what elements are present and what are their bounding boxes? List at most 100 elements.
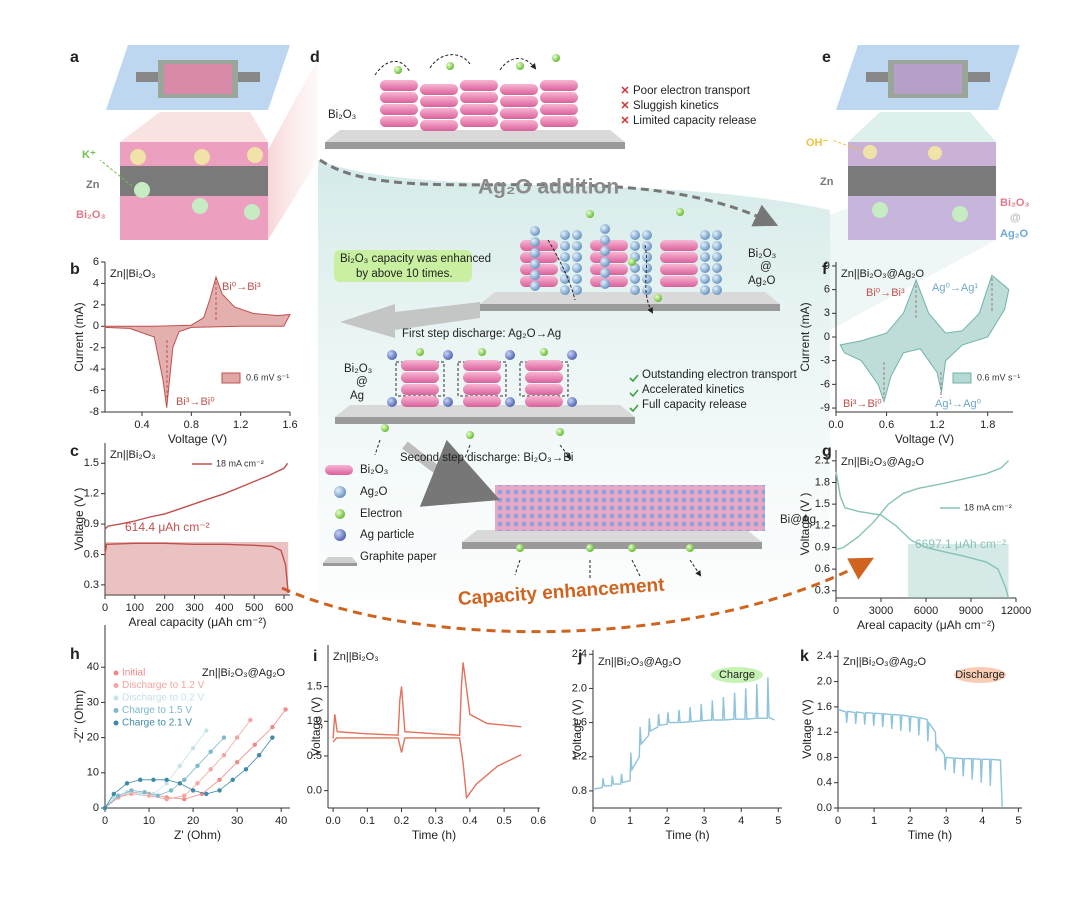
y-tick-label: 1.2: [815, 520, 830, 532]
y-tick-label: 0.0: [307, 785, 322, 797]
panel-letter: i: [313, 648, 317, 665]
x-tick-label: 3000: [869, 605, 893, 617]
x-tick-label: 4: [738, 815, 744, 827]
y-tick-label: 0: [824, 331, 830, 343]
capacity-label: 6697.1 μAh cm⁻²: [915, 537, 1006, 551]
y-tick-label: 0.6: [84, 548, 99, 560]
y-tick-label: -4: [89, 363, 99, 375]
legend-label: Discharge to 1.2 V: [122, 680, 205, 691]
arrows: [281, 86, 874, 634]
capacity-region: [104, 542, 289, 595]
x-tick-label: 0: [833, 605, 839, 617]
label: Poor electron transport: [633, 85, 751, 97]
point: [164, 777, 169, 783]
y-tick-label: 1.6: [572, 717, 587, 729]
point: [252, 742, 257, 747]
panel-letter: e: [822, 49, 831, 66]
label: Bi₂O₃: [748, 248, 777, 260]
y-tick-label: -2: [89, 342, 99, 354]
point: [243, 767, 249, 772]
chart-label: Zn||Bi₂O₃@Ag₂O: [843, 656, 927, 668]
legend-icons: [323, 465, 357, 566]
legend-label: Ag particle: [360, 529, 414, 541]
x-tick-label: 0: [590, 815, 596, 827]
y-tick-label: 2.0: [817, 676, 832, 688]
chart-label: Zn||Bi₂O₃@Ag₂O: [841, 456, 925, 468]
point: [217, 788, 222, 793]
y-tick-label: 2.4: [572, 648, 587, 660]
series-line: [104, 737, 273, 809]
point: [190, 745, 196, 751]
capacity-label: 614.4 μAh cm⁻²: [125, 520, 210, 534]
x-tick-label: 6000: [914, 605, 938, 617]
legend-label: Electron: [360, 508, 402, 520]
x-tick-label: 2: [664, 815, 670, 827]
x-tick-label: 9000: [959, 605, 983, 617]
y-axis-label: Voltage (V): [309, 697, 323, 756]
panel-letter: b: [70, 261, 80, 278]
chart-label: Zn||Bi₂O₃: [110, 449, 156, 461]
point: [256, 753, 262, 758]
x-tick-label: 0.4: [462, 815, 477, 827]
point: [164, 781, 169, 786]
x-tick-label: 600: [275, 602, 293, 614]
x-axis-label: Voltage (V): [895, 432, 954, 446]
series-line: [835, 460, 1009, 551]
x-tick-label: 0.5: [496, 815, 511, 827]
y-axis-label: Voltage (V ): [798, 493, 812, 556]
point: [208, 767, 213, 772]
legend-label: Graphite paper: [360, 551, 437, 563]
x-tick-label: 100: [126, 602, 144, 614]
point: [151, 777, 156, 783]
y-tick-label: 1.5: [815, 498, 830, 510]
point: [182, 777, 187, 783]
x-tick-label: 0.1: [360, 815, 375, 827]
x-tick-label: 0: [102, 602, 108, 614]
label: @: [356, 376, 368, 388]
legend-marker: [113, 720, 119, 726]
legend-swatch: [221, 372, 241, 384]
annotation: Ag¹→Ag⁰: [935, 398, 982, 410]
x-tick-label: 0.2: [394, 815, 409, 827]
y-tick-label: 20: [87, 732, 99, 744]
y-tick-label: 1.0: [307, 715, 322, 727]
panel-letter: j: [577, 648, 582, 665]
label: @: [760, 261, 772, 273]
point: [142, 789, 147, 795]
label: Ag₂O: [748, 275, 776, 287]
label: OH⁻: [806, 137, 829, 149]
y-tick-label: 2.0: [572, 682, 587, 694]
series-line: [104, 542, 289, 594]
x-tick-label: 4: [979, 815, 985, 827]
y-tick-label: 30: [87, 696, 99, 708]
note: Bi₂O₃ capacity was enhanced: [340, 253, 491, 265]
y-tick-label: 0.0: [817, 802, 832, 814]
point: [177, 763, 183, 768]
point: [234, 760, 240, 765]
stack-bi2o3: [325, 54, 625, 149]
annotation: Ag⁰→Ag¹: [932, 282, 978, 294]
y-tick-label: 2.1: [815, 455, 830, 467]
legend-label: Bi₂O₃: [360, 464, 389, 476]
legend-label: Charge to 2.1 V: [122, 718, 192, 729]
series-line: [104, 709, 286, 809]
annotation: Bi³→Bi⁰: [843, 398, 882, 410]
y-axis-label: -Z'' (Ohm): [72, 690, 86, 743]
y-tick-label: 0.6: [815, 563, 830, 575]
y-axis-label: Current (mA): [72, 302, 86, 371]
y-tick-label: -9: [820, 402, 830, 414]
label: Sluggish kinetics: [633, 100, 719, 112]
series-line: [104, 462, 289, 530]
legend-label: 18 mA cm⁻²: [216, 458, 264, 468]
point: [124, 781, 130, 786]
legend-marker: [113, 683, 119, 688]
legend-marker: [113, 695, 119, 701]
y-tick-label: 0.3: [815, 585, 830, 597]
series-line: [592, 677, 775, 790]
y-tick-label: 1.2: [84, 488, 99, 500]
point: [116, 793, 121, 798]
y-tick-label: 0: [93, 320, 99, 332]
x-tick-label: 0.0: [828, 419, 843, 431]
legend-label: 18 mA cm⁻²: [964, 502, 1012, 512]
